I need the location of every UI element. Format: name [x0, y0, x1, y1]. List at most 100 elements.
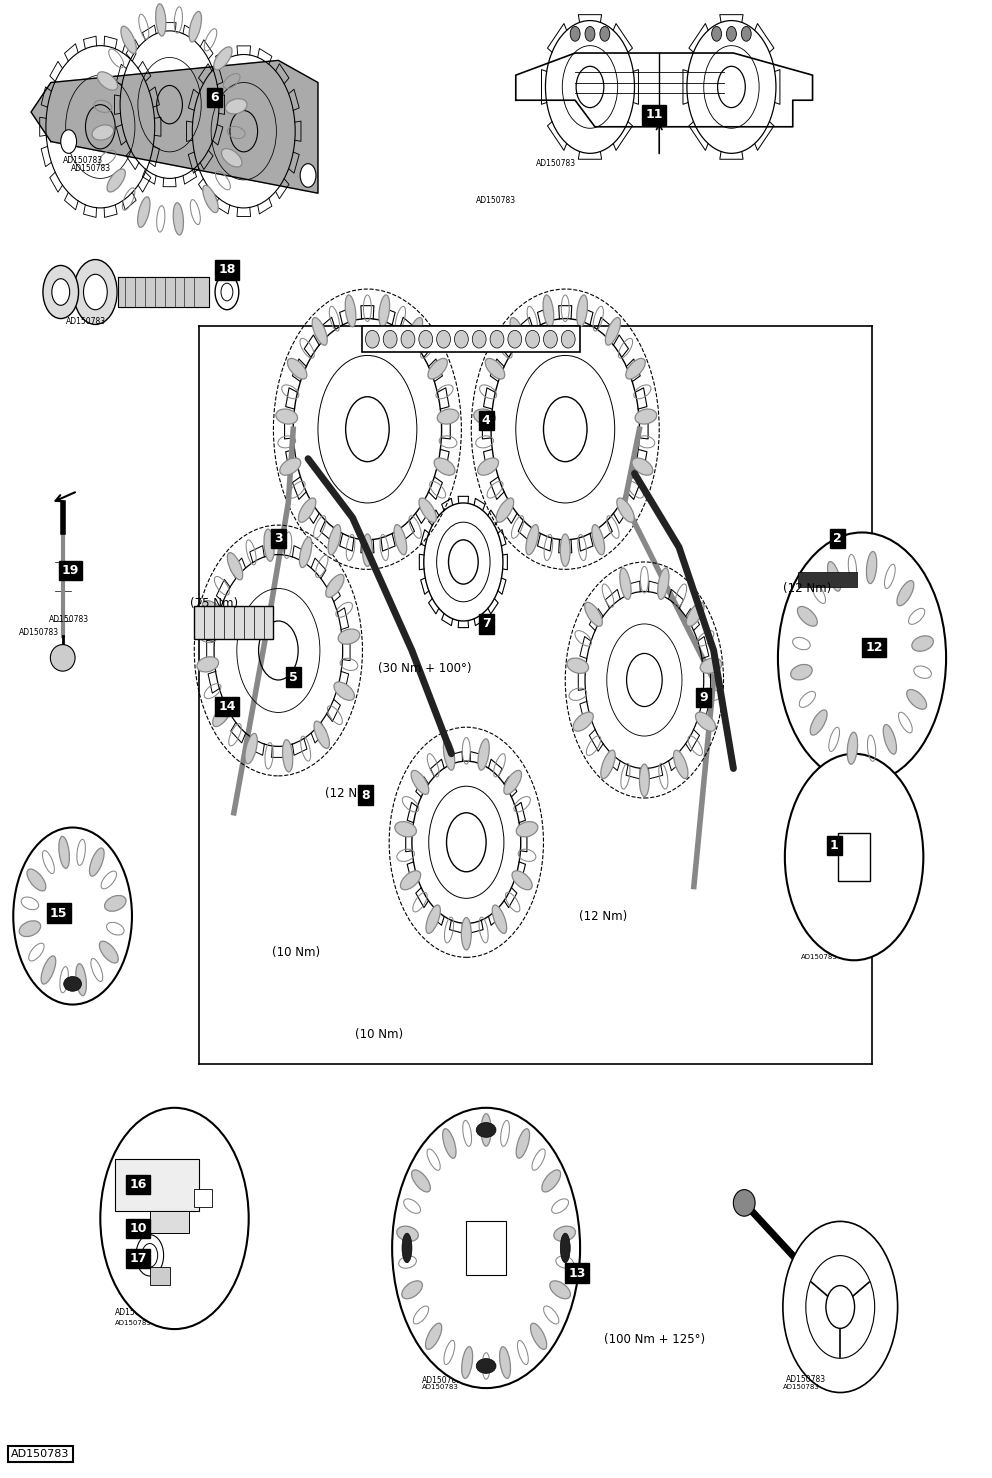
Ellipse shape [19, 921, 41, 937]
Text: AD150783: AD150783 [11, 1448, 69, 1459]
Ellipse shape [592, 525, 604, 554]
Ellipse shape [560, 534, 570, 566]
Text: 18: 18 [218, 263, 236, 276]
Ellipse shape [601, 751, 615, 779]
Circle shape [585, 27, 595, 41]
Circle shape [570, 27, 580, 41]
Text: (12 Nm): (12 Nm) [325, 788, 374, 800]
Ellipse shape [214, 47, 232, 69]
Text: (100 Nm + 125°): (100 Nm + 125°) [604, 1333, 705, 1346]
Bar [115, 1159, 199, 1210]
Circle shape [100, 1108, 249, 1329]
Circle shape [600, 27, 610, 41]
Ellipse shape [75, 964, 86, 996]
Text: 1: 1 [830, 838, 838, 851]
Ellipse shape [27, 869, 46, 891]
Ellipse shape [827, 562, 841, 591]
Ellipse shape [345, 296, 356, 327]
Bar [194, 606, 274, 638]
Ellipse shape [531, 1323, 547, 1349]
Ellipse shape [481, 1114, 491, 1145]
Ellipse shape [560, 1233, 570, 1262]
Ellipse shape [695, 712, 715, 732]
Text: AD150783: AD150783 [801, 955, 837, 961]
Ellipse shape [41, 956, 56, 984]
Ellipse shape [542, 1171, 560, 1191]
Ellipse shape [280, 458, 301, 476]
Ellipse shape [51, 644, 75, 671]
Ellipse shape [395, 822, 417, 837]
Ellipse shape [658, 568, 669, 600]
Text: AD150783: AD150783 [793, 893, 833, 902]
Text: 5: 5 [289, 671, 298, 683]
Text: AD150783: AD150783 [422, 1376, 462, 1385]
Text: 19: 19 [62, 565, 79, 578]
Text: AD150783: AD150783 [786, 1375, 826, 1383]
Ellipse shape [510, 318, 525, 346]
Ellipse shape [89, 848, 104, 876]
Ellipse shape [576, 296, 587, 327]
Ellipse shape [733, 1190, 755, 1216]
Ellipse shape [620, 568, 631, 600]
Ellipse shape [325, 575, 344, 597]
Ellipse shape [434, 458, 455, 476]
Ellipse shape [419, 331, 433, 347]
Text: AD150783: AD150783 [115, 1320, 152, 1326]
Text: 6: 6 [209, 90, 218, 103]
Ellipse shape [202, 185, 218, 213]
Ellipse shape [411, 770, 429, 794]
Ellipse shape [897, 581, 914, 606]
Ellipse shape [584, 603, 602, 627]
Polygon shape [516, 53, 812, 127]
Ellipse shape [474, 409, 495, 424]
Text: AD150783: AD150783 [62, 157, 103, 166]
Ellipse shape [640, 764, 650, 797]
Text: 4: 4 [482, 414, 490, 427]
Ellipse shape [626, 358, 645, 378]
Ellipse shape [461, 1346, 472, 1379]
Ellipse shape [635, 409, 657, 424]
Circle shape [301, 164, 316, 188]
Text: 14: 14 [218, 701, 236, 712]
Text: (10 Nm): (10 Nm) [355, 1027, 404, 1041]
Ellipse shape [328, 525, 340, 554]
Text: 2: 2 [833, 532, 841, 545]
Ellipse shape [437, 409, 459, 424]
Ellipse shape [402, 1281, 423, 1299]
Text: 10: 10 [129, 1222, 147, 1236]
Ellipse shape [866, 551, 877, 584]
Ellipse shape [362, 534, 372, 566]
Ellipse shape [478, 739, 489, 770]
Polygon shape [118, 278, 209, 307]
Ellipse shape [686, 603, 704, 627]
Ellipse shape [617, 498, 634, 522]
Circle shape [43, 266, 78, 319]
Ellipse shape [174, 202, 184, 235]
Ellipse shape [408, 318, 423, 346]
Ellipse shape [496, 498, 514, 522]
Ellipse shape [202, 600, 223, 619]
Bar [362, 327, 580, 352]
Ellipse shape [394, 525, 407, 554]
Text: (10 Nm): (10 Nm) [272, 946, 320, 959]
Text: (12 Nm): (12 Nm) [784, 582, 831, 596]
Ellipse shape [476, 1123, 496, 1137]
Ellipse shape [485, 358, 505, 378]
Circle shape [83, 275, 107, 310]
Ellipse shape [138, 197, 150, 228]
Text: 12: 12 [865, 641, 883, 655]
Ellipse shape [245, 733, 257, 764]
Ellipse shape [104, 896, 126, 912]
Ellipse shape [365, 331, 379, 347]
Circle shape [73, 260, 117, 325]
Circle shape [13, 828, 132, 1005]
Ellipse shape [512, 871, 533, 890]
Text: 9: 9 [699, 692, 708, 704]
Ellipse shape [883, 724, 897, 754]
Ellipse shape [97, 72, 118, 90]
Ellipse shape [544, 331, 558, 347]
Ellipse shape [412, 1171, 431, 1191]
Ellipse shape [500, 1346, 511, 1379]
Ellipse shape [107, 168, 125, 192]
Ellipse shape [334, 681, 354, 701]
